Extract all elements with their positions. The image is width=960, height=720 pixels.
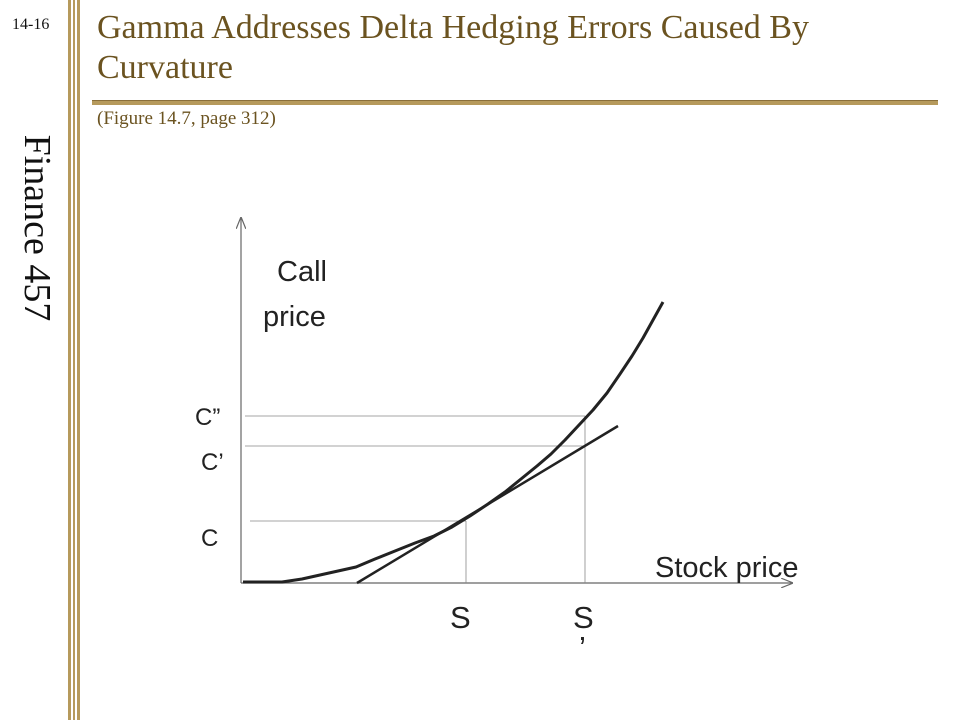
delta-tangent-line (356, 424, 619, 585)
x-axis-label: Stock price (655, 552, 798, 584)
slide-subtitle: (Figure 14.7, page 312) (97, 108, 276, 129)
stock-label-s-prime-mark: ’ (579, 630, 586, 665)
price-label-c: C (201, 525, 218, 552)
slide-title: Gamma Addresses Delta Hedging Errors Cau… (97, 9, 809, 86)
price-label-c-double-prime: C” (195, 404, 220, 431)
stock-label-s: S (450, 600, 471, 635)
left-border-rule (68, 0, 71, 720)
price-label-c-prime: C’ (201, 449, 224, 476)
y-axis-label-line2: price (263, 301, 326, 333)
y-axis-label-line1: Call (277, 256, 327, 288)
call-price-curve (243, 301, 665, 584)
left-border-rule-outer (73, 0, 75, 720)
left-border-rule-inner (77, 0, 80, 720)
title-underline (92, 100, 938, 105)
stock-label-s-prime: S (573, 600, 594, 635)
slide-number: 14-16 (12, 16, 50, 33)
